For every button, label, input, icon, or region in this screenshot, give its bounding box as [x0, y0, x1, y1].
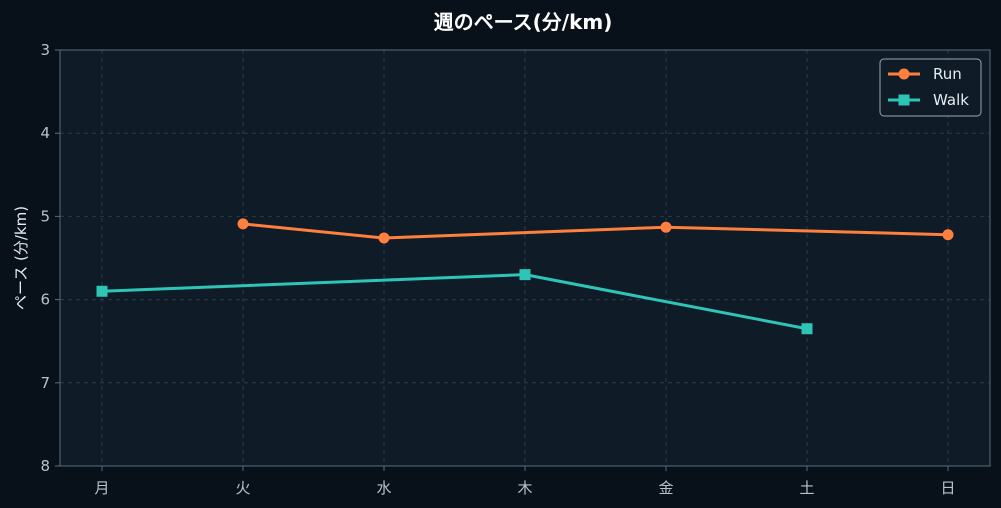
x-tick-label: 月 — [94, 479, 109, 497]
legend-marker-walk — [898, 94, 910, 106]
x-tick-label: 火 — [235, 479, 250, 497]
x-tick-label: 木 — [517, 479, 532, 497]
x-tick-label: 水 — [376, 479, 391, 497]
chart-title: 週のペース(分/km) — [434, 10, 613, 34]
y-tick-label: 4 — [40, 124, 50, 142]
data-point-run — [237, 218, 249, 230]
y-tick-label: 5 — [40, 207, 50, 225]
x-tick-label: 土 — [799, 479, 814, 497]
tick-labels: 3 4 5 6 7 8 月 火 水 木 金 土 日 — [40, 41, 955, 497]
data-point-walk — [519, 269, 531, 281]
y-tick-label: 8 — [40, 457, 50, 475]
y-tick-label: 7 — [40, 374, 50, 392]
legend-label-walk: Walk — [933, 91, 969, 109]
series — [96, 218, 954, 335]
series-line-run — [242, 222, 949, 240]
series-run — [237, 218, 954, 244]
series-walk — [96, 269, 813, 335]
data-point-walk — [96, 285, 108, 297]
y-axis-label: ペース (分/km) — [12, 206, 30, 310]
data-point-run — [660, 221, 672, 233]
x-tick-label: 日 — [940, 479, 955, 497]
data-point-run — [378, 232, 390, 244]
x-tick-label: 金 — [658, 479, 673, 497]
legend-marker-run — [898, 68, 910, 80]
data-point-run — [942, 229, 954, 241]
y-tick-label: 3 — [40, 41, 50, 59]
legend-label-run: Run — [933, 65, 962, 83]
legend: Run Walk — [879, 58, 982, 117]
data-point-walk — [801, 323, 813, 335]
y-tick-label: 6 — [40, 291, 50, 309]
